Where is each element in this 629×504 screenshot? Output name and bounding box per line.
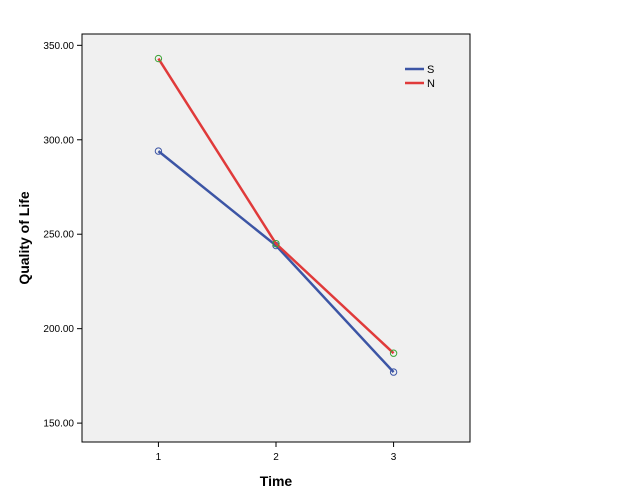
data-point-n (154, 54, 163, 63)
legend-label: N (427, 78, 435, 90)
y-tick-label: 350.00 (43, 41, 74, 52)
data-point-s (154, 147, 163, 155)
series-line-n (157, 57, 395, 355)
y-tick-label: 150.00 (43, 419, 74, 430)
plot-area (81, 33, 471, 443)
data-point-s (389, 368, 398, 376)
x-tick-label: 3 (391, 452, 397, 463)
y-axis-title: Quality of Life (16, 191, 32, 285)
data-point-n (272, 239, 280, 248)
y-tick-label: 250.00 (43, 230, 74, 241)
x-tick-label: 2 (273, 452, 279, 463)
data-point-n (389, 349, 398, 357)
x-axis: 1 2 3 (156, 442, 397, 463)
x-axis-title: Time (260, 473, 293, 489)
y-tick-label: 200.00 (43, 324, 74, 335)
x-tick-label: 1 (156, 452, 162, 463)
series-layer (154, 54, 398, 376)
legend: SN (405, 64, 435, 90)
y-tick-label: 300.00 (43, 135, 74, 146)
legend-label: S (427, 64, 434, 76)
y-axis: 150.00 200.00 250.00 300.00 350.00 (43, 41, 82, 430)
series-line-s (157, 150, 395, 373)
